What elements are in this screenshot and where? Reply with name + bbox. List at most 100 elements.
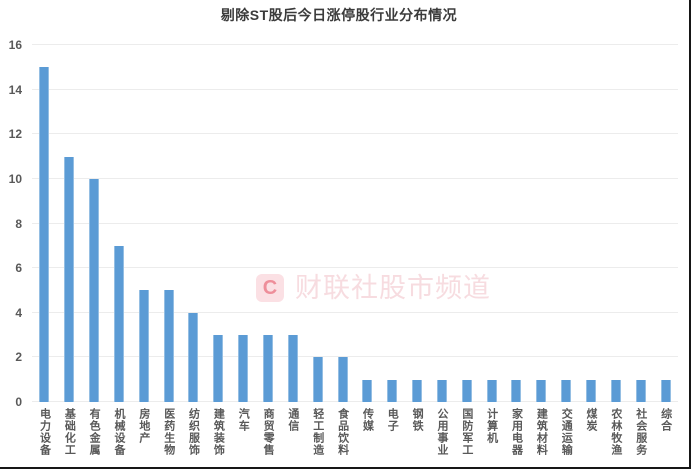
bar-slot: 传媒 [355, 45, 380, 432]
x-axis-category-label: 轻工制造 [311, 408, 324, 456]
gridline [32, 44, 678, 45]
x-axis-category-label: 煤炭 [585, 408, 598, 432]
bar-slot: 纺织服饰 [181, 45, 206, 456]
x-axis-category-label: 社会服务 [634, 408, 647, 456]
bar [436, 379, 447, 402]
bar [536, 379, 547, 402]
bar-slot: 建筑材料 [529, 45, 554, 456]
bar [213, 335, 224, 402]
x-axis-category-label: 农林牧渔 [609, 408, 622, 456]
bar [138, 290, 149, 402]
x-axis-category-label: 基础化工 [63, 408, 76, 456]
gridline [32, 177, 678, 179]
bar-slot: 房地产 [131, 45, 156, 444]
gridline [32, 356, 678, 358]
watermark-text: 财联社股市频道 [295, 272, 491, 303]
y-axis-tick-label: 14 [8, 82, 22, 97]
bar [660, 379, 671, 402]
bar [188, 312, 199, 402]
y-axis-tick-label: 8 [15, 216, 22, 231]
bar-slot: 家用电器 [504, 45, 529, 456]
bar [39, 67, 50, 402]
x-axis-category-label: 公用事业 [435, 408, 448, 456]
x-axis-category-label: 房地产 [137, 408, 150, 444]
bar-slot: 国防军工 [454, 45, 479, 456]
x-axis-category-label: 建筑装饰 [212, 408, 225, 456]
x-axis-category-label: 计算机 [485, 408, 498, 444]
bar-slot: 机械设备 [107, 45, 132, 456]
bar [287, 335, 298, 402]
bar [561, 379, 572, 402]
x-axis-category-label: 电力设备 [38, 408, 51, 456]
watermark: C 财联社股市频道 [256, 274, 491, 302]
x-axis-category-label: 钢铁 [411, 408, 424, 432]
x-axis-category-label: 综合 [659, 408, 672, 432]
bar-slot: 电力设备 [32, 45, 57, 456]
bar-slot: 通信 [280, 45, 305, 432]
bar-slot: 钢铁 [405, 45, 430, 432]
bars-row: 电力设备 基础化工 有色金属 机械设备 房地产 医药生物 纺织服饰 建筑装饰 汽车 商贸零售 通信轻… [32, 45, 678, 456]
bar [387, 379, 398, 402]
gridline [32, 401, 678, 402]
bar [461, 379, 472, 402]
bar [89, 178, 100, 402]
gridline [32, 88, 678, 90]
bar-slot: 综合 [653, 45, 678, 432]
gridline [32, 133, 678, 135]
bar-slot: 农林牧渔 [603, 45, 628, 456]
x-axis-category-label: 食品饮料 [336, 408, 349, 456]
x-axis-category-label: 通信 [286, 408, 299, 432]
x-axis-category-label: 汽车 [237, 408, 250, 432]
bar [113, 245, 124, 402]
bar-slot: 建筑装饰 [206, 45, 231, 456]
bar [635, 379, 646, 402]
bar [412, 379, 423, 402]
right-border [689, 0, 691, 469]
bar-slot: 电子 [380, 45, 405, 432]
bottom-border [0, 467, 691, 469]
bar-slot: 公用事业 [430, 45, 455, 456]
bar-slot: 基础化工 [57, 45, 82, 456]
gridline [32, 267, 678, 269]
gridline [32, 222, 678, 224]
x-axis-category-label: 国防军工 [460, 408, 473, 456]
x-axis-category-label: 纺织服饰 [187, 408, 200, 456]
y-axis-tick-label: 4 [15, 305, 22, 320]
x-axis-category-label: 有色金属 [88, 408, 101, 456]
bar [362, 379, 373, 402]
bar-slot: 汽车 [231, 45, 256, 432]
y-axis-tick-label: 2 [15, 350, 22, 365]
x-axis-category-label: 机械设备 [113, 408, 125, 456]
bar-slot: 医药生物 [156, 45, 181, 456]
x-axis-category-label: 医药生物 [162, 408, 175, 456]
x-axis-category-label: 电子 [386, 408, 399, 432]
y-axis-tick-label: 16 [8, 38, 22, 52]
bar-slot: 社会服务 [628, 45, 653, 456]
x-axis-category-label: 传媒 [361, 408, 374, 432]
bar [163, 290, 174, 402]
cailianshe-logo-icon: C [256, 274, 284, 302]
gridlines-layer [32, 44, 678, 402]
bar [585, 379, 596, 402]
bar [610, 379, 621, 402]
x-axis-category-label: 建筑材料 [535, 408, 548, 456]
bar-slot: 计算机 [479, 45, 504, 444]
bar [263, 335, 274, 402]
y-axis-tick-label: 10 [8, 171, 22, 186]
y-axis: 0 2 4 6 8 10 12 14 16 [0, 38, 26, 409]
x-axis-category-label: 家用电器 [510, 408, 523, 456]
y-axis-tick-label: 6 [15, 261, 22, 276]
bar [486, 379, 497, 402]
bar [64, 156, 75, 402]
bar-slot: 有色金属 [82, 45, 107, 456]
x-axis-category-label: 商贸零售 [262, 408, 275, 456]
chart-title: 剔除ST股后今日涨停股行业分布情况 [220, 7, 458, 23]
bar-slot: 煤炭 [579, 45, 604, 432]
y-axis-tick-label: 12 [8, 127, 22, 142]
bar [337, 357, 348, 402]
bar [312, 357, 323, 402]
bar [238, 335, 249, 402]
x-axis-category-label: 交通运输 [560, 408, 573, 456]
bar-slot: 食品饮料 [330, 45, 355, 456]
